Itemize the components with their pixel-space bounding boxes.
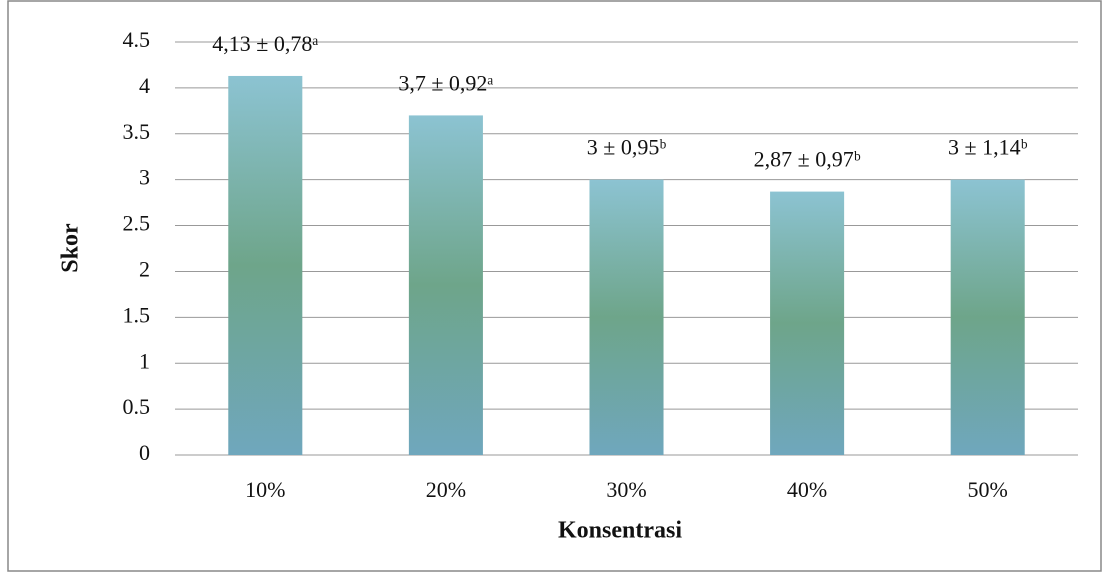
value-label: 3,7 ± 0,92ᵃ bbox=[398, 70, 493, 95]
value-label: 4,13 ± 0,78ᵃ bbox=[212, 31, 318, 56]
bar bbox=[770, 192, 844, 455]
y-tick-label: 0 bbox=[139, 440, 150, 465]
x-tick-label: 10% bbox=[245, 477, 285, 502]
chart: Konsentrasi Skor 0 0.5 1 1.5 2 2.5 3 3.5 4 4.5 10%… bbox=[0, 0, 1102, 579]
x-tick-label: 50% bbox=[968, 477, 1008, 502]
y-tick-label: 2 bbox=[139, 256, 150, 281]
y-tick-label: 0.5 bbox=[123, 394, 151, 419]
bar bbox=[951, 180, 1025, 455]
y-tick-label: 1.5 bbox=[123, 302, 151, 327]
bar bbox=[589, 180, 663, 455]
bar bbox=[409, 115, 483, 455]
x-tick-label: 20% bbox=[426, 477, 466, 502]
value-label: 3 ± 1,14ᵇ bbox=[948, 135, 1028, 160]
value-label: 3 ± 0,95ᵇ bbox=[587, 135, 667, 160]
bar bbox=[228, 76, 302, 455]
y-tick-label: 3.5 bbox=[123, 119, 151, 144]
frame bbox=[8, 1, 1101, 571]
y-tick-label: 1 bbox=[139, 348, 150, 373]
y-tick-label: 4.5 bbox=[123, 27, 151, 52]
x-tick-label: 30% bbox=[606, 477, 646, 502]
y-tick-label: 2.5 bbox=[123, 211, 151, 236]
value-label: 2,87 ± 0,97ᵇ bbox=[754, 147, 861, 172]
y-tick-label: 3 bbox=[139, 165, 150, 190]
x-tick-label: 40% bbox=[787, 477, 827, 502]
y-axis-title: Skor bbox=[58, 223, 84, 273]
x-axis-title: Konsentrasi bbox=[558, 518, 682, 544]
y-tick-label: 4 bbox=[139, 73, 150, 98]
